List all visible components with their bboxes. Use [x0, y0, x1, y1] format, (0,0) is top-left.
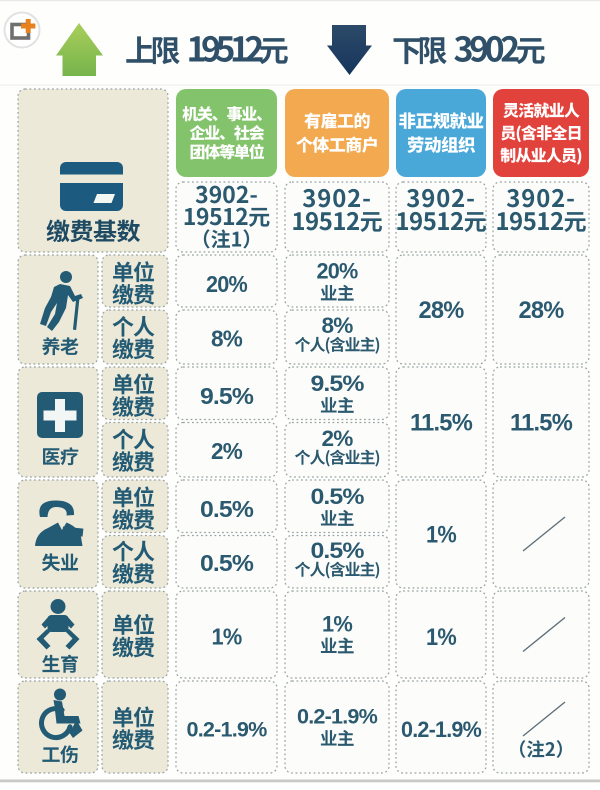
- svg-text:11.5%: 11.5%: [410, 410, 472, 437]
- svg-text:8%: 8%: [322, 313, 353, 338]
- svg-text:9.5%: 9.5%: [311, 371, 364, 396]
- svg-text:20%: 20%: [317, 259, 358, 284]
- svg-text:1%: 1%: [426, 522, 456, 549]
- svg-text:1%: 1%: [212, 624, 242, 650]
- svg-text:8%: 8%: [211, 325, 242, 351]
- svg-text:11.5%: 11.5%: [510, 410, 572, 437]
- svg-text:0.5%: 0.5%: [200, 496, 253, 522]
- svg-text:0.2-1.9%: 0.2-1.9%: [297, 705, 378, 729]
- svg-text:0.5%: 0.5%: [311, 538, 364, 563]
- svg-text:28%: 28%: [519, 297, 564, 324]
- svg-text:0.2-1.9%: 0.2-1.9%: [401, 717, 481, 742]
- svg-text:9.5%: 9.5%: [200, 383, 253, 409]
- svg-text:2%: 2%: [322, 426, 353, 451]
- svg-text:0.5%: 0.5%: [200, 550, 253, 576]
- svg-text:1%: 1%: [426, 624, 456, 651]
- svg-text:2%: 2%: [211, 438, 242, 464]
- svg-text:20%: 20%: [206, 271, 247, 297]
- svg-text:0.5%: 0.5%: [311, 484, 364, 509]
- svg-text:28%: 28%: [419, 297, 464, 324]
- svg-text:0.2-1.9%: 0.2-1.9%: [187, 718, 268, 742]
- svg-text:1%: 1%: [322, 611, 352, 636]
